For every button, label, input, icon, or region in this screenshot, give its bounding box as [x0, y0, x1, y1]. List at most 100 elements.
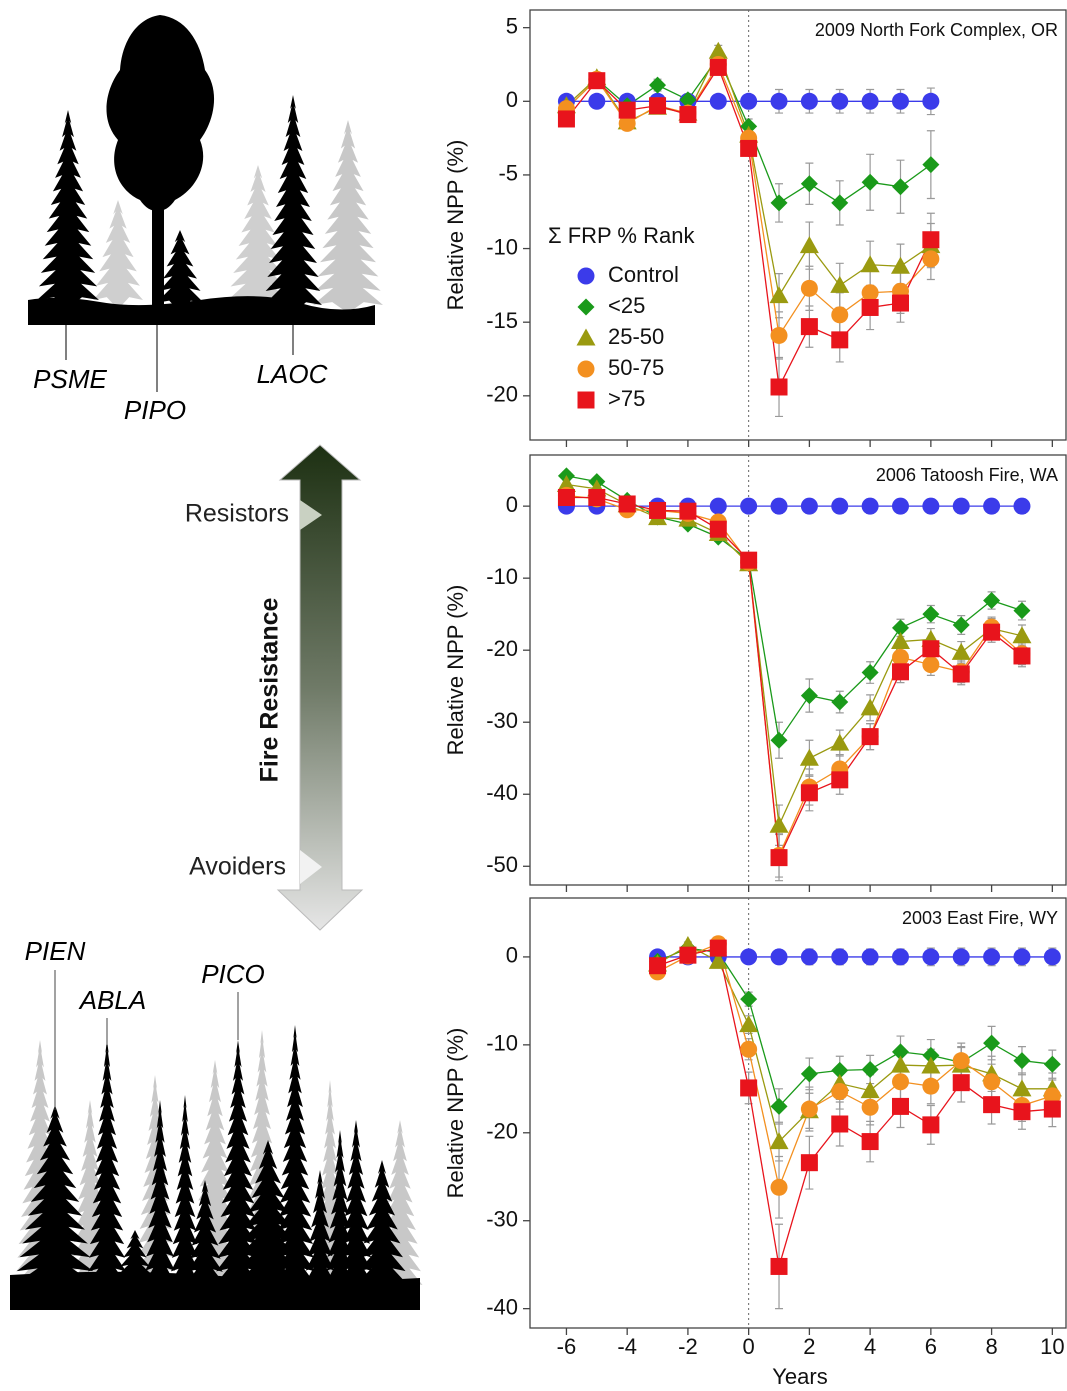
data-point — [983, 1073, 1001, 1091]
data-point — [922, 1077, 940, 1095]
data-point — [800, 318, 818, 336]
data-point — [800, 1065, 818, 1083]
y-tick-label: 5 — [506, 13, 518, 38]
data-point — [1013, 602, 1031, 620]
tree — [215, 1040, 261, 1291]
data-point — [770, 378, 788, 396]
arrow-notch — [300, 850, 322, 884]
resistors-label: Resistors — [185, 500, 289, 528]
data-point — [891, 663, 909, 681]
data-point — [861, 664, 879, 682]
data-point — [922, 156, 940, 174]
data-point — [709, 939, 727, 957]
data-point — [709, 58, 727, 76]
series-line — [566, 496, 1023, 861]
data-point — [952, 948, 970, 966]
data-point — [679, 106, 697, 124]
data-point — [709, 92, 727, 110]
y-tick-label: 0 — [506, 943, 518, 968]
data-point — [861, 948, 879, 966]
data-point — [770, 326, 788, 344]
data-point — [860, 698, 880, 716]
data-point — [1013, 1052, 1031, 1070]
charts: -20-15-10-505 2009 North Fork Complex, OR… — [443, 9, 1067, 1389]
data-point — [618, 101, 636, 119]
data-point — [679, 502, 697, 520]
data-point — [890, 632, 910, 650]
data-point — [952, 616, 970, 634]
data-point — [952, 497, 970, 515]
data-point — [891, 1073, 909, 1091]
data-point — [708, 41, 728, 59]
data-point — [891, 497, 909, 515]
data-point — [861, 284, 879, 302]
data-point — [831, 693, 849, 711]
x-axis-label: Years — [772, 1364, 827, 1389]
data-point — [618, 114, 636, 132]
series-line — [566, 49, 932, 298]
y-tick-label: -15 — [486, 308, 518, 333]
tree — [144, 1100, 176, 1291]
series-line — [566, 494, 1023, 858]
data-point — [679, 946, 697, 964]
data-point — [922, 231, 940, 249]
species-label: PIEN — [25, 936, 86, 966]
x-tick-label: -4 — [617, 1334, 637, 1359]
tree-crown — [106, 15, 215, 212]
plot-frame — [529, 897, 1067, 1329]
data-point — [1043, 1100, 1061, 1118]
data-point — [800, 279, 818, 297]
arrow-label: Fire Resistance — [256, 598, 284, 783]
data-point — [769, 1132, 789, 1150]
data-point — [1012, 1079, 1032, 1097]
data-point — [770, 948, 788, 966]
tree-trunk — [343, 200, 351, 310]
data-point — [891, 178, 909, 196]
legend-label: <25 — [608, 293, 645, 318]
series-line — [566, 483, 1023, 828]
data-point — [1043, 1055, 1061, 1073]
data-point — [1043, 1087, 1061, 1105]
data-point — [861, 497, 879, 515]
data-point — [649, 501, 667, 519]
illustration — [10, 15, 423, 1310]
data-point — [922, 605, 940, 623]
data-point — [1012, 626, 1032, 644]
x-tick-label: -2 — [678, 1334, 698, 1359]
tree — [264, 95, 322, 311]
data-point — [588, 92, 606, 110]
data-point — [740, 497, 758, 515]
data-point — [740, 139, 758, 157]
data-point — [831, 331, 849, 349]
data-point — [740, 1040, 758, 1058]
data-point — [951, 642, 971, 660]
y-axis-label: Relative NPP (%) — [443, 1028, 468, 1199]
data-point — [922, 1046, 940, 1064]
data-point — [861, 1060, 879, 1078]
species-label: PSME — [33, 364, 107, 394]
species-label: PIPO — [124, 395, 186, 425]
data-point — [891, 294, 909, 312]
data-point — [800, 948, 818, 966]
data-point — [679, 91, 697, 109]
ground — [10, 1271, 420, 1310]
data-point — [709, 497, 727, 515]
legend-marker — [577, 360, 595, 378]
tree — [114, 1230, 156, 1291]
data-point — [740, 990, 758, 1008]
data-point — [649, 97, 667, 115]
data-point — [922, 250, 940, 268]
legend-marker — [577, 298, 595, 316]
data-point — [983, 1034, 1001, 1052]
data-point — [800, 687, 818, 705]
data-point — [922, 1116, 940, 1134]
data-point — [799, 748, 819, 766]
y-tick-label: -10 — [486, 564, 518, 589]
y-tick-label: -20 — [486, 1119, 518, 1144]
data-point — [770, 497, 788, 515]
data-point — [831, 1061, 849, 1079]
data-point — [1043, 948, 1061, 966]
tree — [356, 1160, 408, 1291]
data-point — [800, 1100, 818, 1118]
data-point — [952, 665, 970, 683]
